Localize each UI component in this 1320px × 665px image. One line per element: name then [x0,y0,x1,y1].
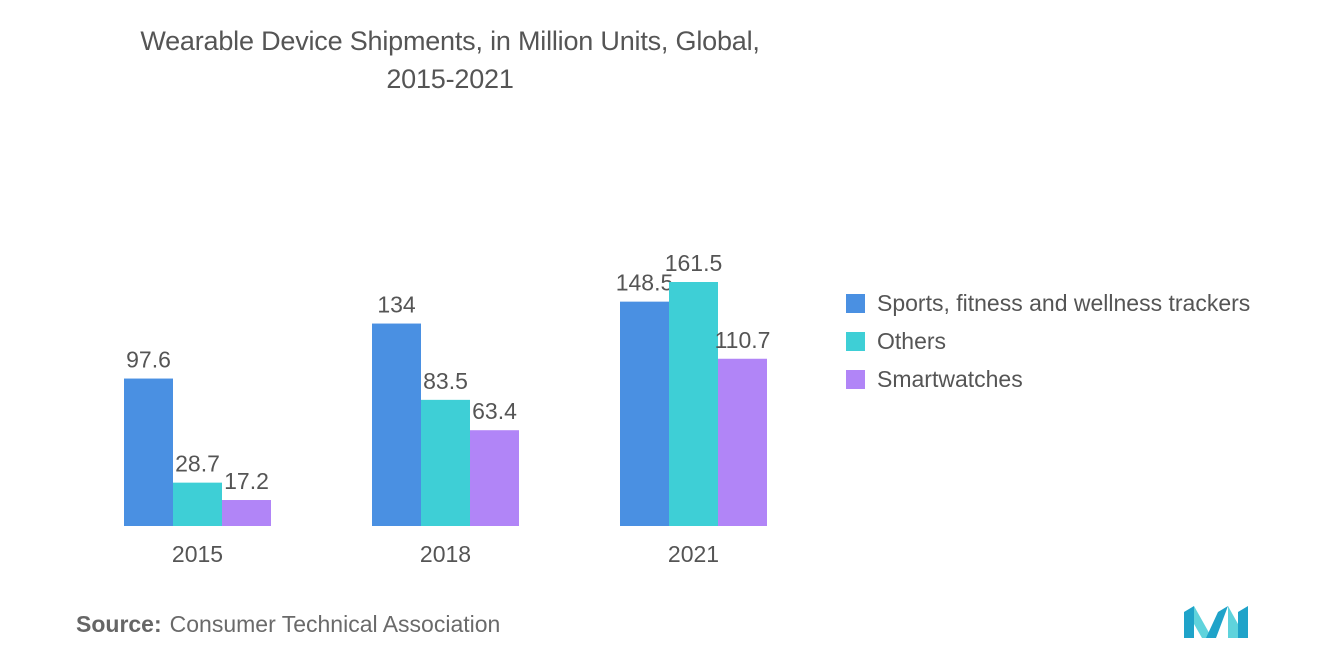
legend-swatch-sports-fitness-and-wellness-trackers [846,293,865,313]
legend-item-others: Others [846,322,1250,360]
bar-others-2015 [173,482,222,526]
legend-label-smartwatches: Smartwatches [877,365,1023,392]
chart-legend: Sports, fitness and wellness trackers Oth… [846,284,1250,398]
bar-sports-fitness-and-wellness-trackers-2021 [620,301,669,526]
x-tick-label-2021: 2021 [668,541,719,567]
source-label: Source: [76,611,162,637]
bar-smartwatches-2021 [718,358,767,526]
data-label-others-2021: 161.5 [665,250,723,276]
data-label-sports-fitness-and-wellness-trackers-2021: 148.5 [616,270,674,296]
source-note: Source: Consumer Technical Association [76,611,500,638]
data-label-others-2018: 83.5 [423,368,468,394]
data-label-smartwatches-2015: 17.2 [224,468,269,494]
legend-item-smartwatches: Smartwatches [846,360,1250,398]
bar-others-2018 [421,399,470,526]
chart-title-line-1: Wearable Device Shipments, in Million Un… [140,26,760,56]
legend-label-others: Others [877,327,947,354]
bar-smartwatches-2018 [470,430,519,526]
data-label-sports-fitness-and-wellness-trackers-2018: 134 [377,292,416,318]
chart-title: Wearable Device Shipments, in Million Un… [40,22,860,98]
data-label-sports-fitness-and-wellness-trackers-2015: 97.6 [126,347,171,373]
bar-others-2021 [669,282,718,526]
x-tick-label-2018: 2018 [420,541,471,567]
bar-sports-fitness-and-wellness-trackers-2018 [372,323,421,526]
data-label-smartwatches-2018: 63.4 [472,398,517,424]
bar-smartwatches-2015 [222,500,271,526]
data-label-others-2015: 28.7 [175,451,220,477]
bar-sports-fitness-and-wellness-trackers-2015 [124,378,173,526]
mordor-intelligence-logo-icon [1184,602,1250,645]
legend-label-sports-fitness-and-wellness-trackers: Sports, fitness and wellness trackers [877,289,1251,316]
x-tick-label-2015: 2015 [172,541,223,567]
legend-swatch-others [846,331,865,351]
data-label-smartwatches-2021: 110.7 [715,327,771,353]
legend-swatch-smartwatches [846,369,865,389]
legend-item-sports-fitness-and-wellness-trackers: Sports, fitness and wellness trackers [846,284,1250,322]
chart-title-line-2: 2015-2021 [386,64,514,94]
source-text: Consumer Technical Association [169,611,501,637]
